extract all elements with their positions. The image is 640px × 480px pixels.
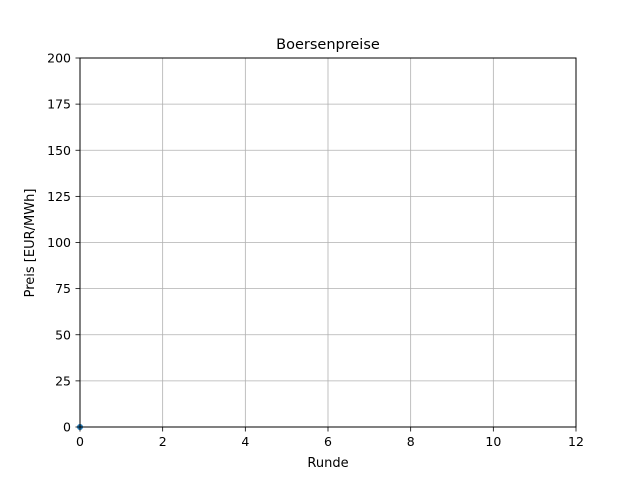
x-tick-label: 2 bbox=[159, 434, 167, 449]
x-tick-label: 8 bbox=[407, 434, 415, 449]
chart-title: Boersenpreise bbox=[276, 37, 380, 53]
y-tick-label: 100 bbox=[47, 235, 71, 250]
x-tick-label: 4 bbox=[241, 434, 249, 449]
x-tick-label: 10 bbox=[485, 434, 501, 449]
y-tick-label: 0 bbox=[63, 420, 71, 435]
y-tick-label: 25 bbox=[55, 373, 71, 388]
ticks bbox=[75, 57, 577, 432]
x-tick-label: 6 bbox=[324, 434, 332, 449]
y-tick-label: 200 bbox=[47, 51, 71, 66]
tick-labels: 0 2 4 6 8 10 12 0 25 50 75 100 125 150 175 200 bbox=[47, 51, 584, 450]
y-axis-label: Preis [EUR/MWh] bbox=[23, 189, 38, 298]
x-tick-label: 0 bbox=[76, 434, 84, 449]
x-tick-label: 12 bbox=[568, 434, 584, 449]
y-tick-label: 175 bbox=[47, 97, 71, 112]
y-tick-label: 150 bbox=[47, 143, 71, 158]
y-tick-label: 75 bbox=[55, 281, 71, 296]
grid bbox=[79, 57, 577, 428]
x-axis-label: Runde bbox=[307, 456, 348, 471]
y-tick-label: 50 bbox=[55, 327, 71, 342]
y-tick-label: 125 bbox=[47, 189, 71, 204]
